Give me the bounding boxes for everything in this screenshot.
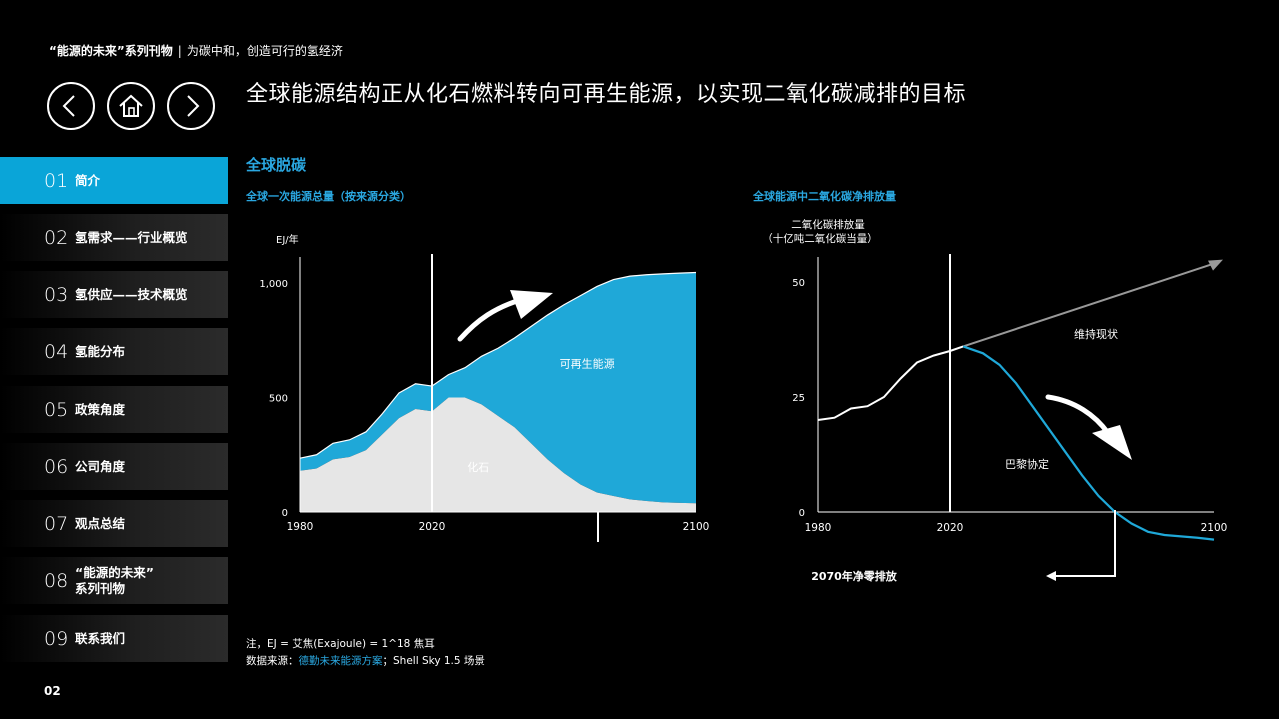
bau-line [962,262,1215,348]
sidebar-item-label: 氢能分布 [75,343,126,359]
sidebar-item-label: 政策角度 [75,401,126,417]
x-tick-label: 2100 [683,521,710,533]
y-tick-label: 25 [792,393,805,404]
sidebar-item-label-line1: “能源的未来” [75,564,154,580]
sidebar-item-distribution[interactable]: 04 氢能分布 [0,328,228,375]
co2-line-chart: 二氧化碳排放量（十亿吨二氧化碳当量） 0 25 50 1980 2020 2100 维持现状巴… [762,218,1228,583]
y-tick-label: 1,000 [259,279,288,290]
sidebar-item-number: 04 [44,340,69,363]
x-tick-label: 2020 [937,522,964,534]
x-tick-label: 2100 [1201,522,1228,534]
x-tick-label: 1980 [287,521,314,533]
sidebar-item-contact[interactable]: 09 联系我们 [0,615,228,662]
fossil-area [300,397,696,512]
chevron-right-icon [187,95,200,117]
paris-label: 巴黎协定 [1005,457,1049,471]
page-title: 全球能源结构正从化石燃料转向可再生能源，以实现二氧化碳减排的目标 [246,82,967,107]
home-button[interactable] [107,82,155,130]
source-link[interactable]: 德勤未来能源方案 [298,655,383,667]
unit-note: 注，EJ = 艾焦(Exajoule) = 1^18 焦耳 [246,638,435,650]
sidebar-item-label: 简介 [75,172,101,188]
sidebar-item-label: 公司角度 [75,458,126,474]
sidebar-item-number: 03 [44,283,69,306]
sidebar-item-label: “能源的未来” 系列刊物 [75,565,154,597]
source-note: 数据来源：德勤未来能源方案；Shell Sky 1.5 场景 [246,653,485,668]
netzero-label: 2070年净零排放 [811,569,898,583]
source-suffix: ；Shell Sky 1.5 场景 [382,655,485,667]
x-tick-label: 2020 [419,521,446,533]
sidebar-item-number: 08 [44,569,69,592]
sidebar-item-number: 05 [44,398,69,421]
fossil-label: 化石 [467,460,489,474]
energy-chart-title: 全球一次能源总量（按来源分类） [246,190,411,203]
y-tick-label: 0 [799,508,805,519]
sidebar-item-number: 07 [44,512,69,535]
co2-chart-title: 全球能源中二氧化碳净排放量 [753,190,896,203]
sidebar-item-series[interactable]: 08 “能源的未来” 系列刊物 [0,557,228,604]
sidebar-item-label: 氢需求——行业概览 [75,229,188,245]
y-tick-label: 0 [282,508,288,519]
paris-line [962,345,1215,541]
series-label: “能源的未来”系列刊物 [49,44,173,58]
back-button[interactable] [47,82,95,130]
sidebar-item-number: 01 [44,169,69,192]
sidebar-item-summary[interactable]: 07 观点总结 [0,500,228,547]
y-axis-label-line2: （十亿吨二氧化碳当量） [762,232,878,245]
sidebar-item-number: 06 [44,455,69,478]
sidebar-item-supply[interactable]: 03 氢供应——技术概览 [0,271,228,318]
decline-arrow-body [1045,394,1111,436]
sidebar-item-policy[interactable]: 05 政策角度 [0,386,228,433]
x-tick-label: 1980 [805,522,832,534]
header-separator: | [177,44,182,58]
sidebar-item-number: 02 [44,226,69,249]
bracket-line [597,512,599,542]
home-icon [119,94,143,117]
decline-arrow-head [1092,425,1132,460]
sidebar-item-label: 观点总结 [75,515,126,531]
y-tick-label: 50 [792,278,805,289]
sidebar-item-label: 氢供应——技术概览 [75,286,188,302]
bau-label: 维持现状 [1074,327,1118,341]
trend-arrow-head [510,290,553,319]
renewable-label: 可再生能源 [560,357,615,371]
sidebar-item-company[interactable]: 06 公司角度 [0,443,228,490]
sidebar-item-label-line2: 系列刊物 [75,580,126,596]
y-axis-label: EJ/年 [276,233,299,246]
chevron-left-icon [62,95,75,117]
page-number: 02 [44,684,61,698]
source-prefix: 数据来源： [246,655,299,667]
sidebar-item-label: 联系我们 [75,630,126,646]
sidebar-item-number: 09 [44,627,69,650]
publication-header: “能源的未来”系列刊物 | 为碳中和，创造可行的氢经济 [49,42,343,59]
y-axis-label-line1: 二氧化碳排放量 [791,218,865,231]
netzero-bracket-line [1055,510,1116,577]
header-tagline: 为碳中和，创造可行的氢经济 [186,44,343,58]
forward-button[interactable] [167,82,215,130]
total-line [299,271,697,459]
sidebar-item-demand[interactable]: 02 氢需求——行业概览 [0,214,228,261]
trend-arrow-body [457,297,523,342]
renewable-area [300,272,696,504]
netzero-arrow-head [1046,571,1056,581]
y-tick-label: 500 [269,394,288,405]
bau-arrow-head [1208,259,1223,271]
section-title: 全球脱碳 [246,156,307,174]
historical-line [817,345,964,421]
sidebar-item-intro[interactable]: 01 简介 [0,157,228,204]
